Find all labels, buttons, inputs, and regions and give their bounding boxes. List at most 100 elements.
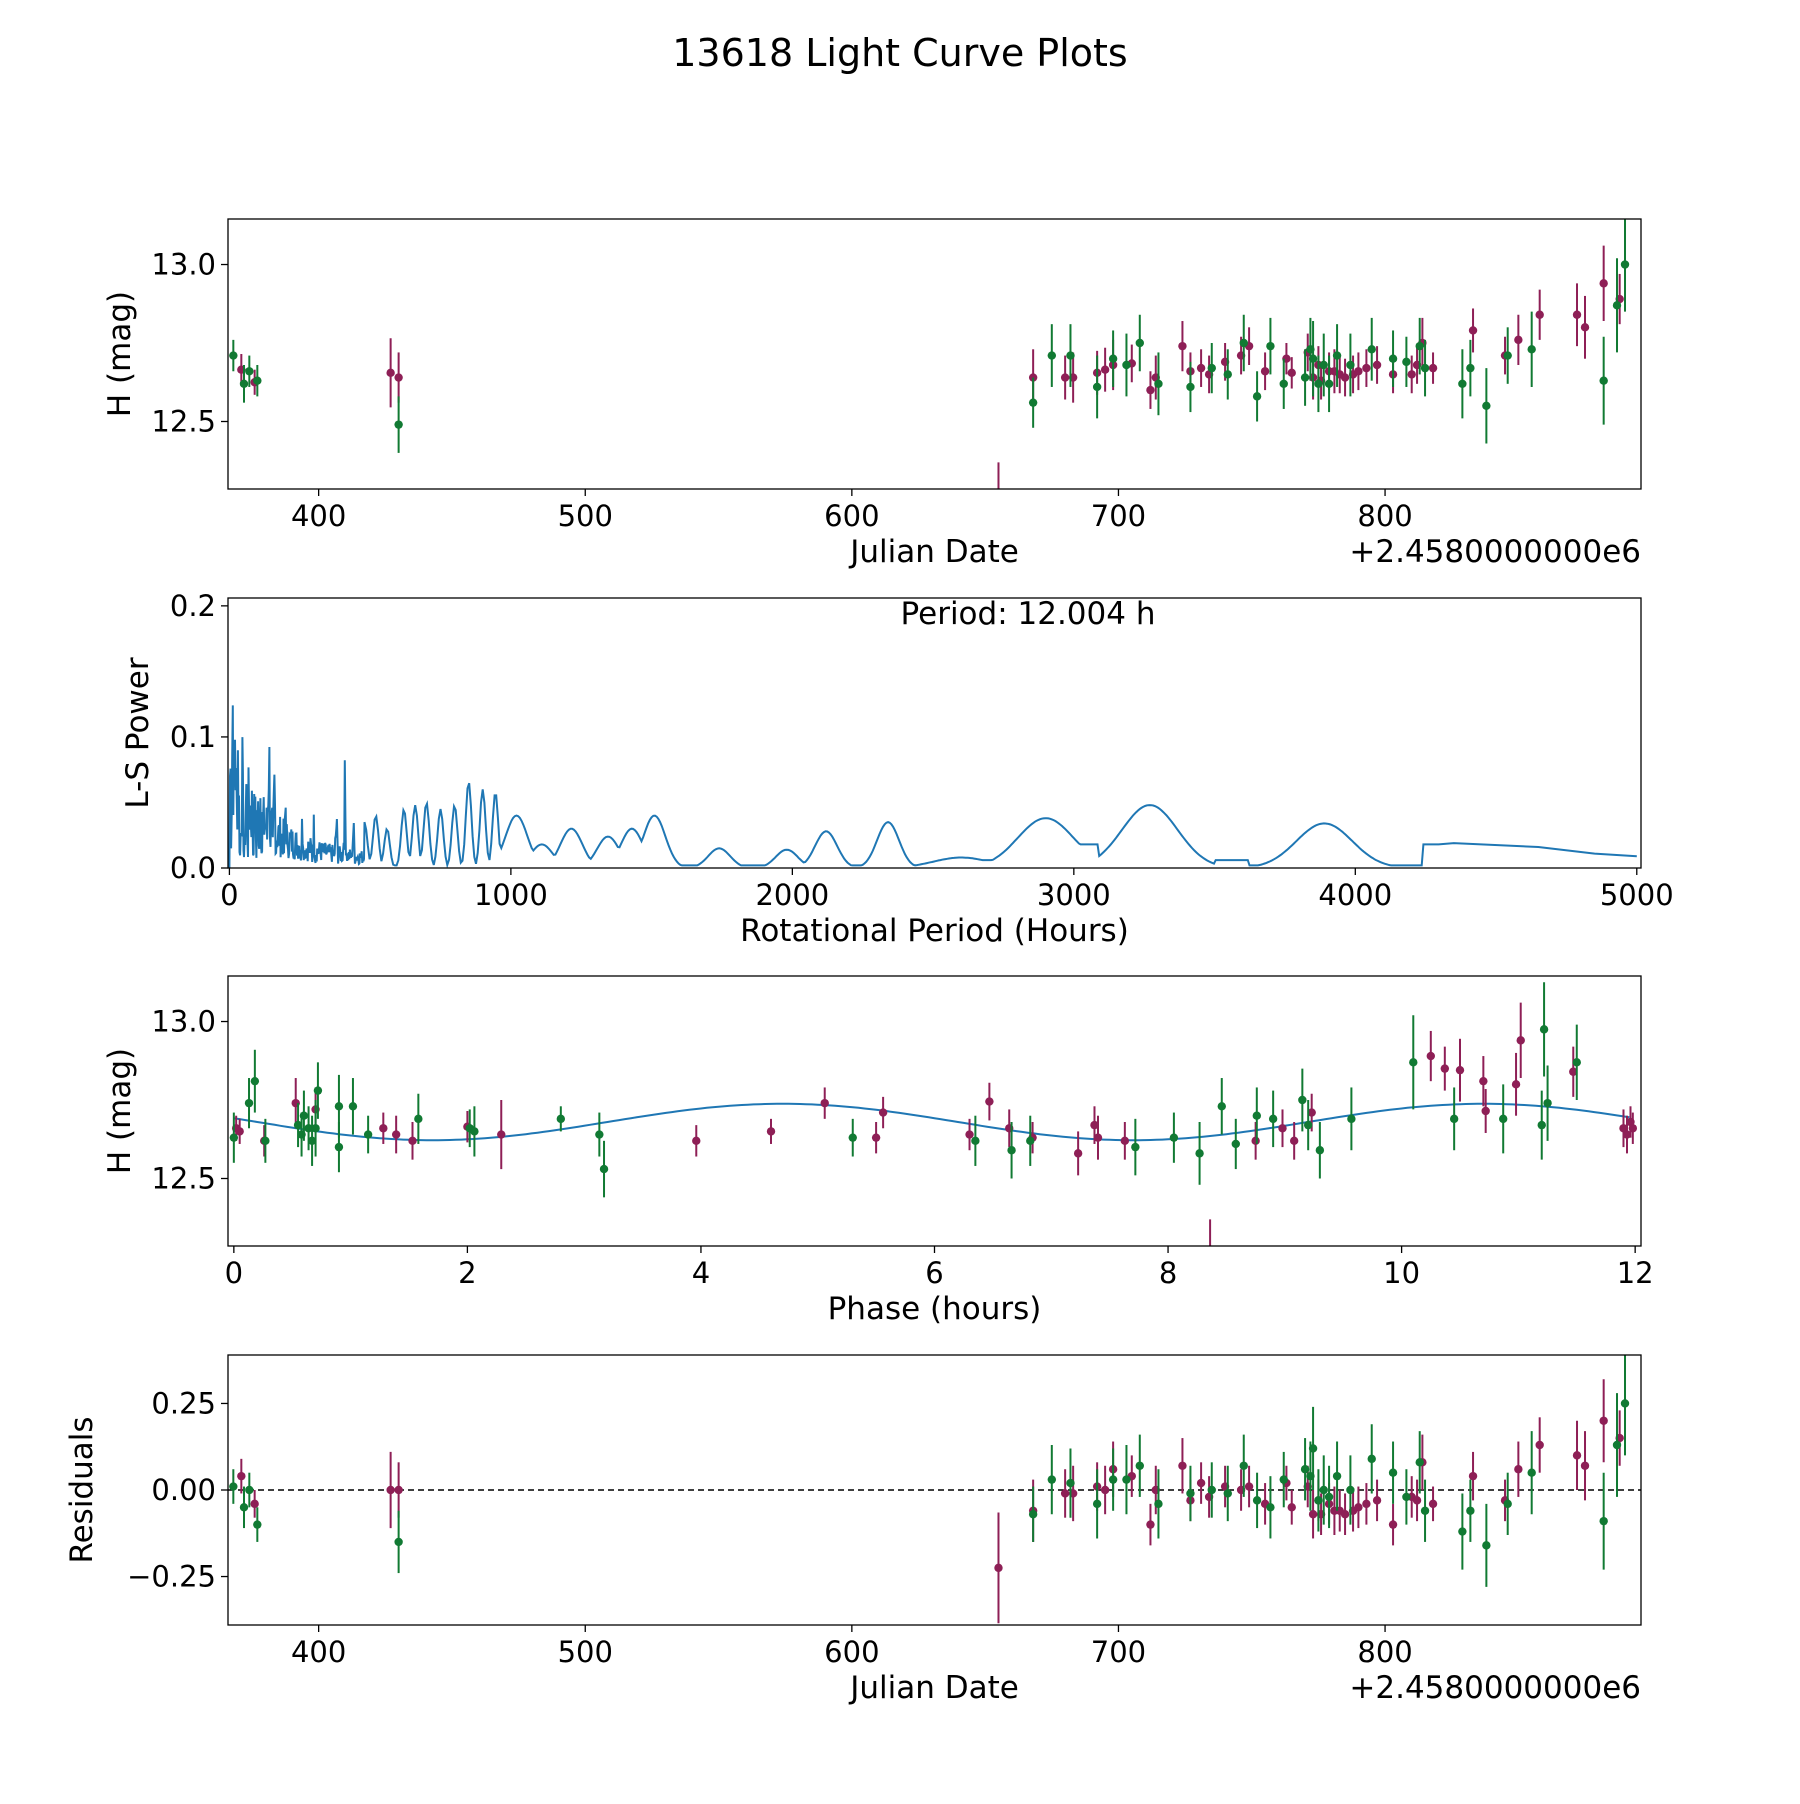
- green-data-point: [1449, 1114, 1459, 1124]
- green-data-point: [1266, 341, 1275, 351]
- x-tick-label: 800: [1357, 1635, 1412, 1669]
- green-data-point: [229, 1133, 239, 1142]
- green-data-point: [1092, 1499, 1102, 1509]
- x-offset-label: +2.4580000000e6: [1349, 1670, 1641, 1706]
- green-data-point: [1252, 1111, 1262, 1120]
- green-data-point: [363, 1130, 373, 1139]
- purple-data-point: [1428, 1499, 1438, 1509]
- lightcurve-panel: 400 500 600 700 800 12.5 13.0 Julian Date +2.458…: [102, 218, 1642, 570]
- green-data-point: [1503, 351, 1512, 360]
- x-tick-label: 0: [225, 1256, 243, 1290]
- x-tick-label: 800: [1357, 499, 1412, 533]
- purple-data-point: [1455, 1065, 1465, 1075]
- purple-data-point: [1307, 1108, 1316, 1117]
- purple-data-point: [1580, 1461, 1590, 1470]
- green-data-point: [307, 1136, 317, 1146]
- green-data-point: [1298, 1095, 1307, 1105]
- residuals-y-axis-label: Residuals: [64, 1416, 100, 1563]
- green-data-point: [1047, 351, 1057, 360]
- purple-data-point: [497, 1130, 506, 1139]
- green-data-point: [556, 1114, 566, 1124]
- green-data-point: [1300, 373, 1310, 382]
- green-data-point: [1186, 382, 1195, 392]
- purple-data-point: [1354, 1503, 1363, 1512]
- green-series: [229, 1355, 1630, 1587]
- purple-data-point: [1206, 1265, 1214, 1273]
- lightcurve-y-axis-label: H (mag): [102, 291, 138, 417]
- y-tick-label: 0.2: [170, 589, 216, 623]
- green-data-point: [1314, 379, 1323, 389]
- green-data-point: [1420, 1506, 1430, 1515]
- lightcurve-plot-area: [229, 219, 1630, 516]
- green-data-point: [1402, 357, 1411, 367]
- green-data-point: [229, 351, 238, 360]
- purple-data-point: [1287, 1503, 1296, 1512]
- purple-data-point: [1308, 1510, 1318, 1519]
- green-data-point: [1482, 1541, 1491, 1550]
- green-data-point: [239, 1503, 249, 1512]
- green-data-point: [1266, 1503, 1275, 1512]
- purple-data-point: [1354, 367, 1363, 376]
- green-data-point: [394, 1537, 403, 1547]
- green-data-point: [1315, 1146, 1325, 1155]
- green-data-point: [1572, 1058, 1581, 1067]
- green-data-point: [1599, 1516, 1608, 1526]
- green-data-point: [334, 1142, 344, 1152]
- green-data-point: [1252, 392, 1262, 401]
- green-data-point: [1458, 1527, 1467, 1536]
- green-series: [229, 982, 1581, 1198]
- green-data-point: [1308, 354, 1318, 363]
- green-data-point: [1346, 360, 1355, 370]
- y-tick-label: 0.25: [151, 1386, 216, 1420]
- green-data-point: [1223, 370, 1232, 379]
- phased-panel: 0 2 4 6 8 10 12 12.5 13.0 Phase (hours) H (mag): [102, 975, 1654, 1327]
- green-data-point: [1367, 1454, 1376, 1464]
- purple-data-point: [1340, 373, 1350, 382]
- purple-data-point: [1178, 341, 1187, 351]
- green-data-point: [1466, 1506, 1475, 1515]
- green-data-point: [1223, 1489, 1232, 1498]
- green-data-point: [1108, 354, 1118, 363]
- green-data-point: [261, 1136, 270, 1146]
- purple-data-point: [386, 1485, 395, 1495]
- purple-data-point: [994, 508, 1002, 516]
- green-data-point: [1217, 1102, 1226, 1111]
- periodogram-plot-area: [228, 705, 1637, 868]
- green-data-point: [394, 420, 403, 429]
- lightcurve-axes-frame: [227, 218, 1642, 490]
- x-tick-label: 3000: [1037, 878, 1111, 912]
- purple-data-point: [820, 1098, 829, 1108]
- purple-data-point: [1093, 1133, 1103, 1142]
- x-tick-label: 8: [1159, 1256, 1177, 1290]
- periodogram-axes-frame: [227, 597, 1642, 869]
- x-tick-label: 500: [558, 499, 613, 533]
- green-data-point: [1028, 1510, 1038, 1519]
- y-tick-label: 13.0: [151, 1005, 216, 1039]
- green-data-point: [1231, 1139, 1240, 1149]
- green-data-point: [1154, 1499, 1163, 1509]
- green-data-point: [1420, 363, 1430, 373]
- purple-data-point: [235, 1127, 244, 1136]
- green-data-point: [1047, 1475, 1057, 1484]
- green-data-point: [250, 1076, 260, 1086]
- purple-data-point: [1178, 1461, 1187, 1470]
- purple-data-point: [1468, 1471, 1478, 1481]
- x-tick-label: 2: [458, 1256, 476, 1290]
- purple-data-point: [1120, 1136, 1130, 1146]
- purple-data-point: [1146, 1520, 1155, 1529]
- x-tick-label: 0: [220, 878, 238, 912]
- x-tick-label: 6: [925, 1256, 943, 1290]
- purple-data-point: [1372, 1496, 1382, 1505]
- x-tick-label: 10: [1383, 1256, 1420, 1290]
- x-tick-label: 600: [824, 499, 879, 533]
- green-data-point: [1066, 351, 1075, 360]
- purple-data-point: [394, 1485, 403, 1495]
- green-data-point: [239, 379, 249, 389]
- green-data-point: [229, 1482, 238, 1491]
- green-data-point: [1169, 1133, 1179, 1142]
- green-data-point: [1324, 379, 1334, 389]
- green-data-point: [1466, 363, 1475, 373]
- green-data-point: [1239, 338, 1248, 348]
- green-data-point: [1135, 1461, 1144, 1470]
